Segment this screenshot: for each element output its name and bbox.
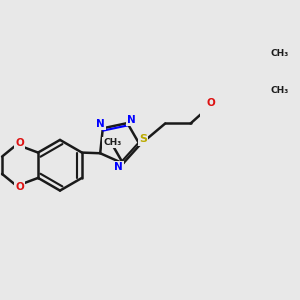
Text: CH₃: CH₃	[103, 138, 122, 147]
Text: O: O	[206, 98, 215, 108]
Text: CH₃: CH₃	[270, 86, 289, 95]
Text: O: O	[15, 182, 24, 192]
Text: O: O	[15, 138, 24, 148]
Text: S: S	[139, 134, 147, 145]
Text: CH₃: CH₃	[270, 49, 289, 58]
Text: N: N	[96, 118, 105, 129]
Text: N: N	[114, 162, 123, 172]
Text: N: N	[127, 115, 136, 125]
